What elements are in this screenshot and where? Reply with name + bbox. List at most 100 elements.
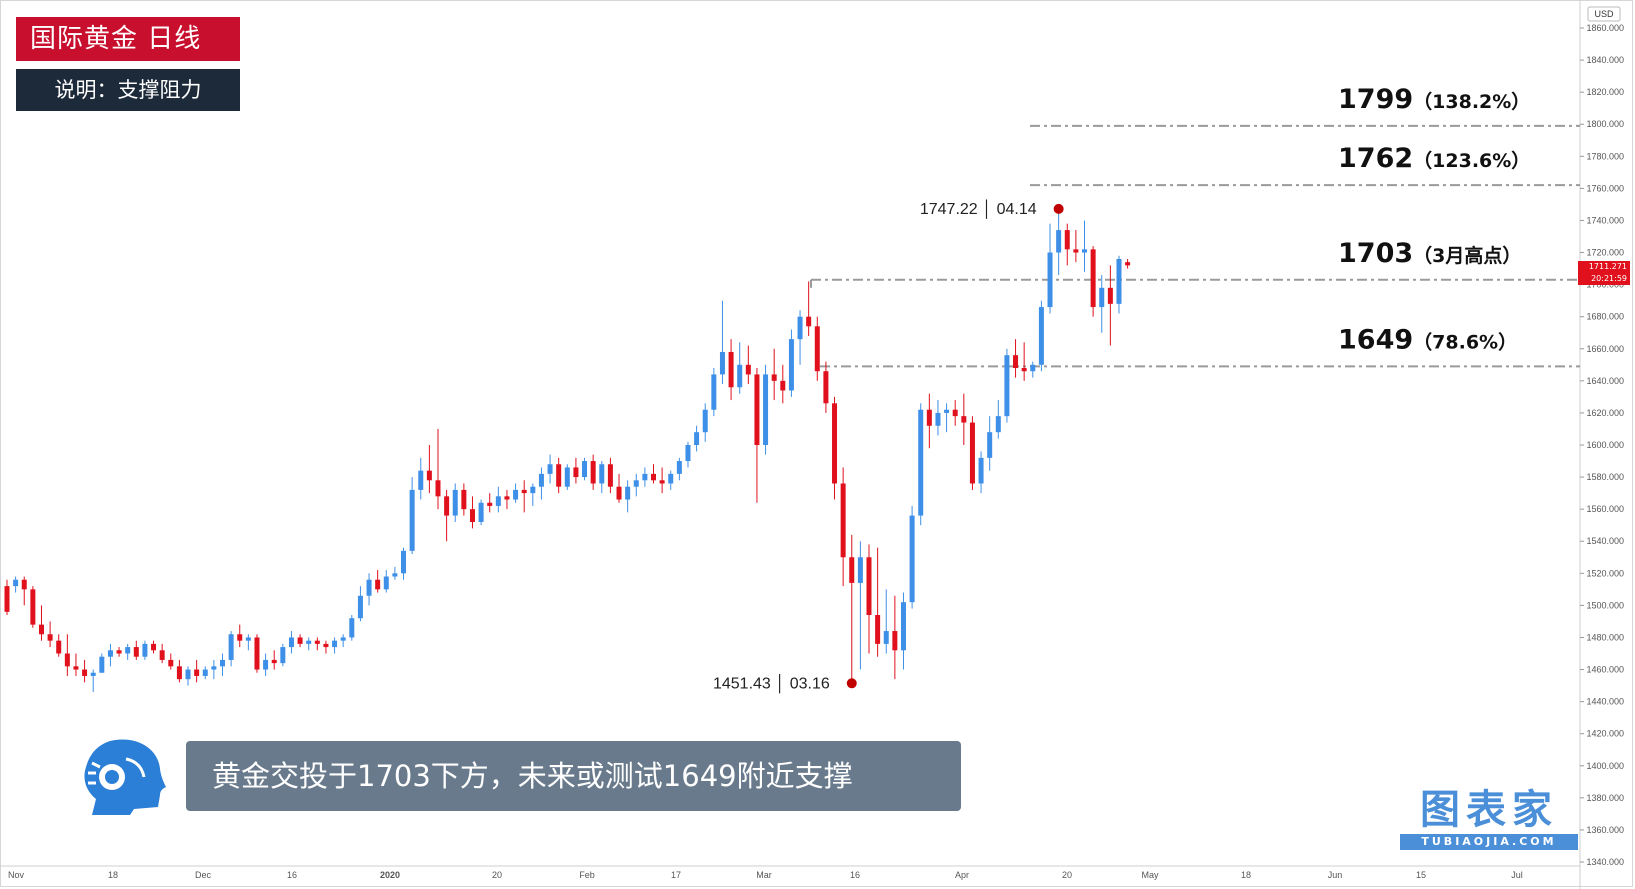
candle-body: [961, 416, 967, 423]
price-tick-label: 1780.000: [1586, 151, 1624, 161]
candle-body: [944, 409, 950, 413]
candle-body: [237, 634, 243, 641]
candle-body: [1116, 258, 1122, 304]
candle-body: [616, 486, 622, 500]
candle-body: [547, 464, 553, 474]
candle-body: [142, 643, 148, 657]
candle-body: [297, 637, 303, 644]
candle-body: [168, 659, 174, 667]
candle-body: [1099, 287, 1105, 308]
candle-body: [107, 650, 113, 657]
candle-body: [228, 634, 234, 660]
candle-body: [323, 643, 329, 648]
candle-body: [1056, 230, 1062, 253]
candle-body: [332, 640, 338, 648]
candle-body: [469, 509, 475, 522]
candle-body: [444, 496, 450, 516]
time-tick-label: Feb: [579, 870, 595, 880]
candle-body: [288, 637, 294, 648]
candle-body: [633, 480, 639, 487]
level-label-1799: 1799（138.2%）: [1338, 84, 1530, 115]
price-tick-label: 1740.000: [1586, 215, 1624, 225]
candle-body: [263, 659, 269, 670]
candle-body: [607, 464, 613, 487]
caption-box: 黄金交投于1703下方，未来或测试1649附近支撑: [186, 741, 961, 811]
candle-body: [21, 579, 27, 590]
time-tick-label: 2020: [380, 870, 400, 880]
time-tick-label: Apr: [955, 870, 969, 880]
level-label-1649: 1649（78.6%）: [1338, 324, 1517, 355]
candle-body: [1107, 287, 1113, 304]
candle-body: [564, 467, 570, 487]
price-tick-label: 1840.000: [1586, 55, 1624, 65]
candle-body: [90, 672, 96, 676]
time-tick-label: Jul: [1511, 870, 1523, 880]
candle-body: [582, 461, 588, 478]
candle-body: [556, 464, 562, 487]
time-tick-label: 18: [1241, 870, 1251, 880]
candle-body: [1064, 230, 1070, 250]
price-tick-label: 1500.000: [1586, 600, 1624, 610]
currency-badge: [1587, 6, 1621, 22]
candle-body: [900, 602, 906, 651]
candle-body: [1013, 355, 1019, 369]
current-price-tag: 1711.271: [1578, 260, 1630, 273]
candle-body: [1004, 355, 1010, 417]
candle-body: [366, 579, 372, 596]
candle-body: [1047, 252, 1053, 308]
watermark-main-text: 图表家: [1420, 787, 1558, 833]
candle-body: [340, 637, 346, 641]
candle-body: [4, 586, 10, 612]
candle-body: [220, 659, 225, 667]
candle-body: [668, 473, 674, 484]
candle-body: [245, 637, 251, 641]
time-tick-label: 18: [108, 870, 118, 880]
candle-body: [926, 409, 932, 426]
candle-body: [1073, 249, 1079, 253]
currency-label: USD: [1594, 9, 1614, 19]
candle-body: [711, 374, 717, 410]
price-tick-label: 1700.000: [1586, 280, 1624, 290]
candle-body: [64, 653, 70, 667]
candle-body: [935, 412, 941, 426]
price-tick-label: 1340.000: [1586, 857, 1624, 867]
price-tick-label: 1720.000: [1586, 248, 1624, 258]
candle-body: [82, 669, 88, 676]
time-tick-label: Nov: [8, 870, 25, 880]
candle-body: [625, 486, 631, 500]
price-tick-label: 1680.000: [1586, 312, 1624, 322]
candle-body: [883, 631, 889, 644]
candle-body: [280, 647, 286, 664]
candle-body: [745, 364, 751, 375]
candle-body: [202, 669, 208, 676]
candle-body: [159, 650, 165, 660]
candle-body: [487, 502, 493, 506]
watermark-logo: 图表家 TUBIAOJIA.COM: [1400, 786, 1578, 858]
candle-body: [357, 595, 363, 619]
candle-body: [659, 480, 665, 484]
candle-body: [573, 467, 579, 478]
candle-body: [125, 647, 131, 654]
time-tick-label: Jun: [1328, 870, 1343, 880]
candle-body: [349, 618, 355, 638]
price-tick-label: 1520.000: [1586, 568, 1624, 578]
candle-body: [909, 515, 915, 603]
extreme-marker: [846, 678, 857, 689]
candle-body: [952, 409, 958, 417]
price-tick-label: 1580.000: [1586, 472, 1624, 482]
time-tick-label: May: [1141, 870, 1159, 880]
candle-body: [676, 461, 682, 474]
candle-body: [176, 666, 182, 680]
candle-body: [185, 669, 191, 680]
level-label-1762: 1762（123.6%）: [1338, 143, 1530, 174]
candle-body: [211, 666, 217, 670]
candle-body: [866, 557, 872, 616]
candle-body: [832, 403, 838, 484]
candle-body: [538, 473, 544, 487]
candle-body: [642, 473, 648, 481]
candle-body: [599, 464, 605, 484]
level-label-1703: 1703（3月高点）: [1338, 238, 1521, 269]
candle-body: [47, 634, 53, 641]
